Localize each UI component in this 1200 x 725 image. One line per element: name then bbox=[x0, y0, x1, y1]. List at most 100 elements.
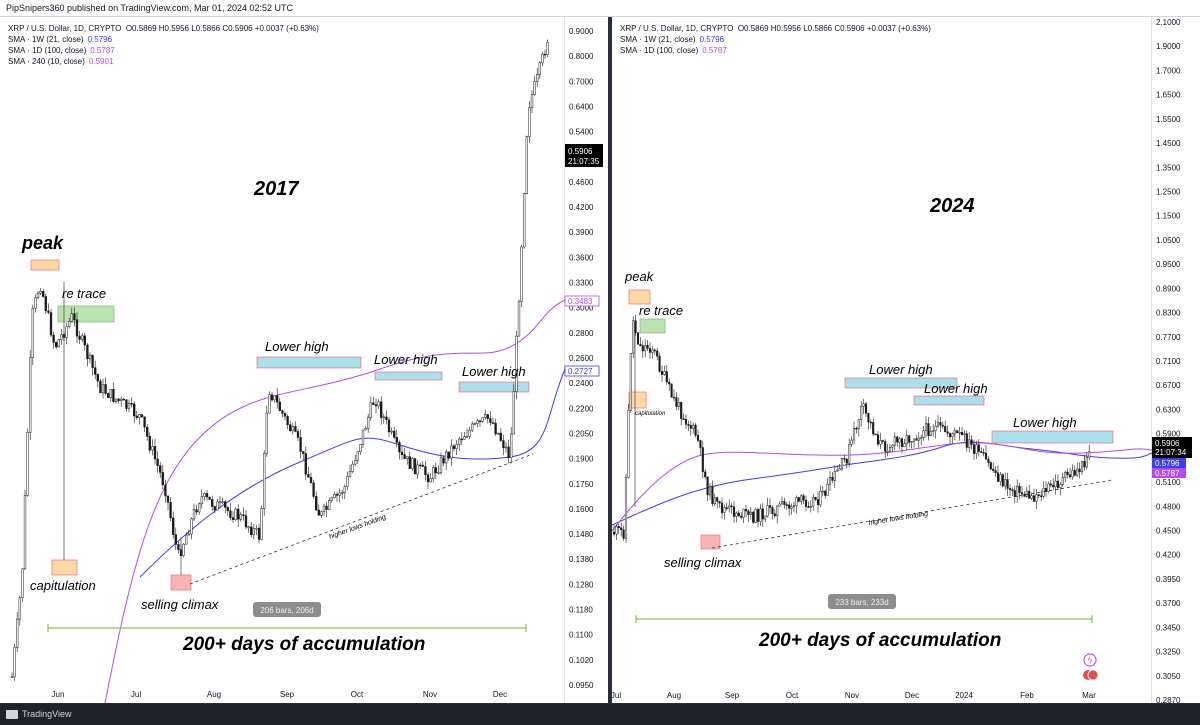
candle-body bbox=[764, 515, 767, 520]
candle-body bbox=[268, 394, 271, 414]
price-tick: 0.7000 bbox=[569, 77, 594, 86]
price-tick: 0.4800 bbox=[1156, 502, 1181, 511]
candle-body bbox=[510, 433, 513, 458]
candle-body bbox=[840, 457, 844, 469]
time-tick: Nov bbox=[845, 691, 859, 700]
candle-body bbox=[68, 321, 71, 327]
candle-body bbox=[31, 307, 34, 358]
peak-label: peak bbox=[624, 269, 655, 284]
indicator-row[interactable]: SMA · 1W (21, close) 0.5796 bbox=[620, 34, 931, 45]
candle-body bbox=[932, 430, 935, 432]
candle-body bbox=[385, 416, 388, 420]
candle-body bbox=[1061, 477, 1064, 485]
price-scale[interactable] bbox=[565, 17, 608, 703]
candle-body bbox=[546, 42, 549, 55]
candle-body bbox=[224, 501, 227, 508]
chart-panel-2017[interactable]: 0.90000.80000.70000.64000.54000.50000.46… bbox=[0, 17, 608, 703]
candle-body bbox=[852, 427, 856, 441]
candle-body bbox=[242, 514, 245, 516]
price-tick: 0.6700 bbox=[1156, 381, 1181, 390]
candle-body bbox=[34, 297, 37, 309]
candle-body bbox=[1008, 488, 1012, 490]
candle-body bbox=[617, 526, 620, 528]
candle-body bbox=[255, 527, 258, 530]
candle-body bbox=[468, 429, 471, 437]
candle-body bbox=[699, 440, 702, 448]
candle-body bbox=[229, 510, 232, 518]
indicator-row[interactable]: SMA · 1D (100, close) 0.5787 bbox=[620, 45, 931, 56]
candle-body bbox=[419, 464, 422, 467]
candle-body bbox=[151, 446, 154, 451]
sma-daily-tag-value: 0.5787 bbox=[1155, 469, 1180, 478]
candle-body bbox=[502, 440, 505, 449]
candle-body bbox=[1049, 483, 1052, 486]
candle-body bbox=[497, 432, 500, 435]
last-price-tag bbox=[1152, 437, 1192, 458]
candle-body bbox=[728, 505, 731, 509]
candle-body bbox=[656, 350, 659, 357]
price-scale[interactable] bbox=[1152, 17, 1200, 703]
candle-body bbox=[951, 433, 954, 437]
price-tick: 0.6400 bbox=[569, 102, 594, 111]
footer-bar: TradingView bbox=[0, 704, 1200, 725]
candle-body bbox=[302, 451, 305, 454]
candle-body bbox=[372, 402, 375, 405]
higher-lows-label: higher lows holding bbox=[868, 511, 928, 527]
candle-body bbox=[941, 424, 944, 427]
chart-2017-svg[interactable]: 0.90000.80000.70000.64000.54000.50000.46… bbox=[0, 17, 608, 703]
candle-body bbox=[651, 349, 654, 353]
bars-count-badge bbox=[828, 594, 896, 609]
candle-body bbox=[920, 437, 923, 439]
indicator-label: SMA · 1D (100, close) bbox=[8, 46, 87, 55]
lower-high-box-2 bbox=[374, 371, 443, 381]
candle-body bbox=[478, 420, 482, 422]
candle-body bbox=[963, 433, 966, 436]
candle-body bbox=[1006, 479, 1009, 489]
candle-body bbox=[465, 436, 469, 438]
sma-weekly-line bbox=[139, 368, 566, 578]
candle-body bbox=[824, 490, 827, 496]
candle-body bbox=[711, 485, 714, 505]
candle-body bbox=[624, 477, 628, 539]
lightning-icon[interactable] bbox=[1083, 653, 1097, 667]
candle-body bbox=[172, 517, 175, 535]
candle-body bbox=[821, 490, 824, 493]
indicator-row[interactable]: SMA · 1D (100, close) 0.5787 bbox=[8, 45, 319, 56]
candle-body bbox=[1052, 484, 1055, 488]
peak-box bbox=[628, 289, 651, 305]
candle-body bbox=[125, 399, 128, 409]
candle-body bbox=[968, 439, 971, 448]
lower-high-label-1: Lower high bbox=[265, 339, 329, 354]
candle-body bbox=[660, 371, 664, 375]
candle-body bbox=[629, 352, 632, 411]
candle-body bbox=[109, 388, 112, 399]
time-tick: Aug bbox=[667, 691, 681, 700]
candle-body bbox=[862, 403, 865, 407]
candle-body bbox=[994, 470, 997, 473]
candle-body bbox=[374, 404, 378, 407]
candle-body bbox=[658, 355, 661, 372]
candle-body bbox=[13, 647, 16, 678]
candle-body bbox=[1016, 485, 1019, 497]
candle-body bbox=[704, 471, 707, 478]
symbol-name: XRP / U.S. Dollar, 1D, CRYPTO bbox=[8, 24, 122, 33]
accumulation-label: 200+ days of accumulation bbox=[758, 630, 1001, 651]
price-tick: 0.2200 bbox=[569, 404, 594, 413]
candle-body bbox=[1030, 495, 1033, 499]
candle-body bbox=[843, 457, 846, 460]
chart-2024-svg[interactable]: 2.1000 1.9000 1.7000 1.6500 1.5500 1.4500 1.35… bbox=[612, 17, 1200, 703]
indicator-row[interactable]: SMA · 240 (10, close) 0.5901 bbox=[8, 56, 319, 67]
candle-body bbox=[216, 501, 219, 511]
candle-body bbox=[1054, 480, 1057, 488]
lower-high-box-1 bbox=[844, 377, 958, 389]
candle-body bbox=[473, 423, 476, 425]
price-tick: 0.5100 bbox=[1156, 478, 1181, 487]
time-tick-labels: Jun Jul Aug Sep Oct Nov Dec bbox=[52, 690, 508, 699]
candle-body bbox=[10, 676, 14, 679]
selling-climax-box bbox=[700, 534, 721, 550]
chart-panel-2024[interactable]: 2.1000 1.9000 1.7000 1.6500 1.5500 1.4500 1.35… bbox=[612, 17, 1200, 703]
indicator-row[interactable]: SMA · 1W (21, close) 0.5796 bbox=[8, 34, 319, 45]
candle-body bbox=[348, 471, 352, 477]
candle-body bbox=[1068, 474, 1072, 478]
candle-body bbox=[317, 509, 320, 516]
